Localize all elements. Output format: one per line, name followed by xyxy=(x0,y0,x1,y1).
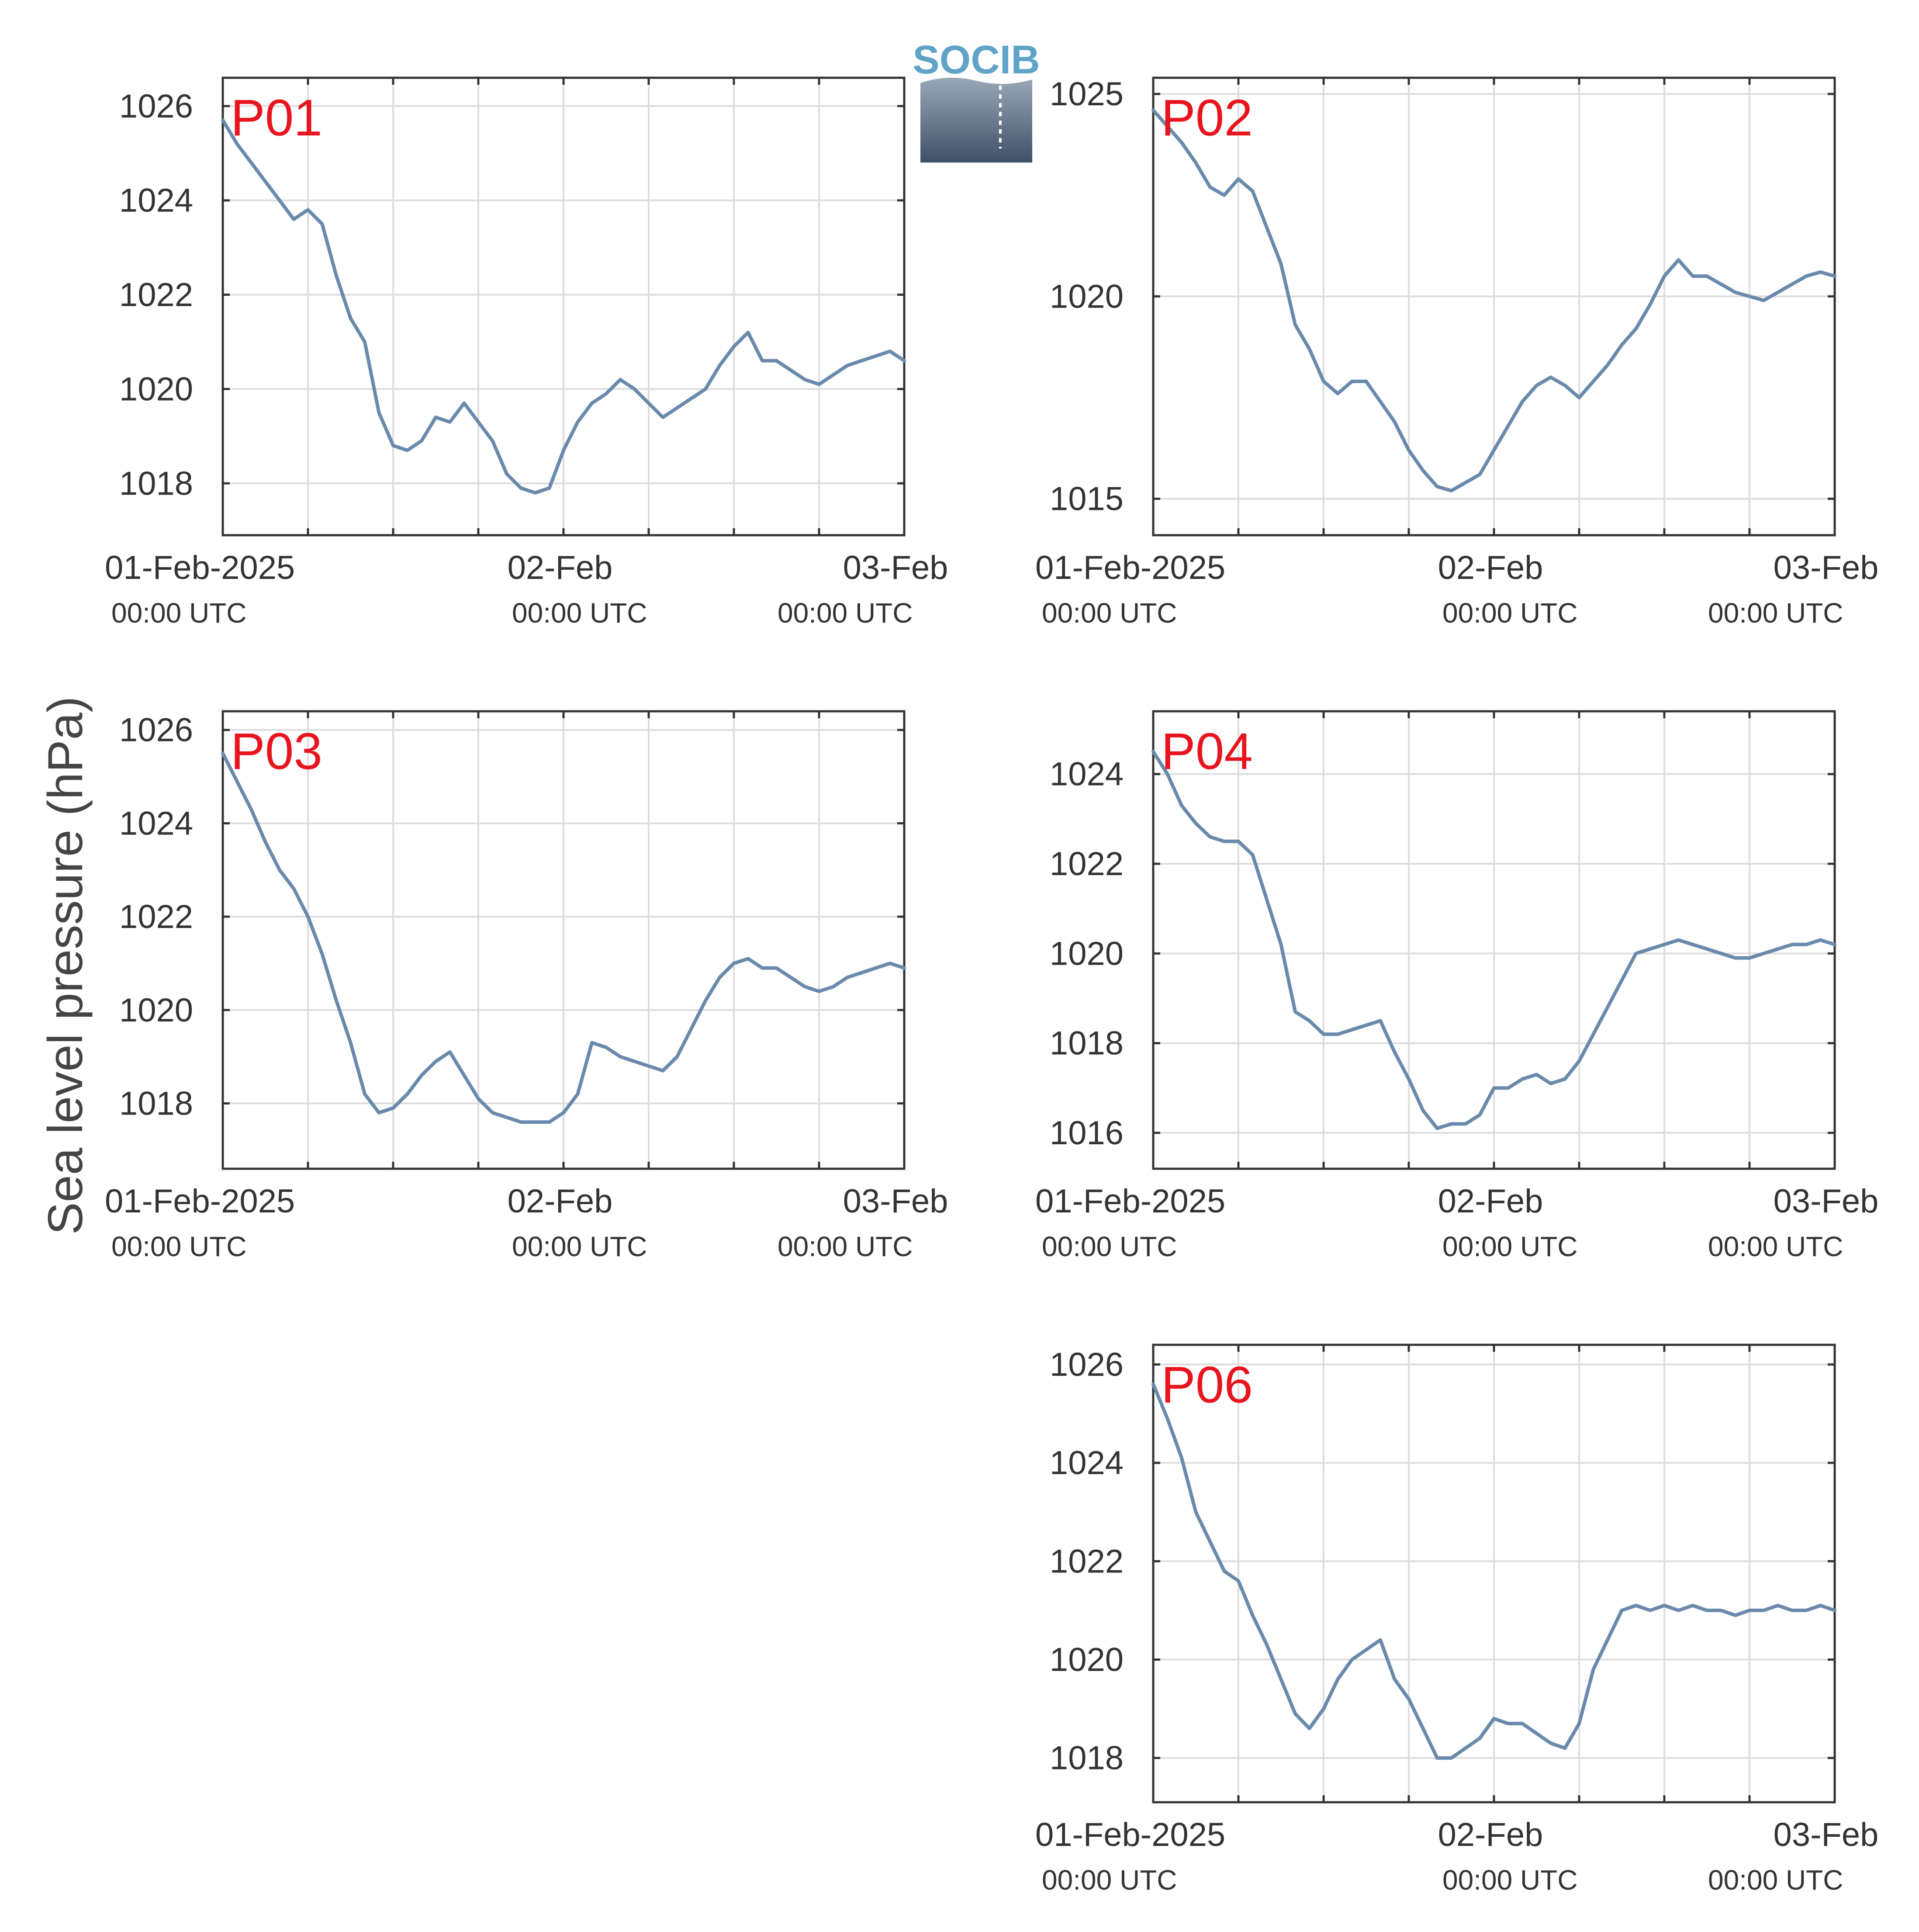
y-tick-label: 1018 xyxy=(119,1085,193,1122)
panel-label: P02 xyxy=(1161,89,1253,147)
x-tick-sublabel: 00:00 UTC xyxy=(111,597,246,629)
x-tick-sublabel: 00:00 UTC xyxy=(1708,1864,1843,1896)
x-tick-sublabel: 00:00 UTC xyxy=(512,1231,647,1262)
logo-wave xyxy=(920,77,1032,163)
y-tick-label: 1026 xyxy=(119,88,193,125)
chart-panel-p01: 1018 1020 1022 1024 1026 01-Feb-2025 00:00 UTC… xyxy=(105,76,948,629)
y-tick-label: 1020 xyxy=(1050,278,1124,315)
logo-text: SOCIB xyxy=(913,38,1040,82)
y-tick-label: 1024 xyxy=(119,805,193,842)
y-tick-label: 1016 xyxy=(1050,1115,1124,1152)
x-tick-label: 01-Feb-2025 xyxy=(1035,549,1225,586)
x-tick-sublabel: 00:00 UTC xyxy=(1442,1864,1577,1896)
x-tick-label: 02-Feb xyxy=(508,549,613,586)
x-tick-sublabel: 00:00 UTC xyxy=(778,597,913,629)
socib-logo xyxy=(920,77,1032,163)
series-line-p03 xyxy=(221,751,906,1124)
x-tick-label: 03-Feb xyxy=(1774,1183,1879,1220)
y-axis-label: Sea level pressure (hPa) xyxy=(38,696,93,1235)
panel-label: P03 xyxy=(231,723,322,780)
x-tick-sublabel: 00:00 UTC xyxy=(1442,1231,1577,1262)
x-tick-label: 03-Feb xyxy=(1774,1816,1879,1853)
series-line-p04 xyxy=(1151,750,1836,1130)
y-tick-label: 1022 xyxy=(119,898,193,935)
y-tick-label: 1018 xyxy=(1050,1025,1124,1062)
y-tick-label: 1018 xyxy=(1050,1740,1124,1777)
x-tick-label: 03-Feb xyxy=(843,549,948,586)
y-tick-label: 1024 xyxy=(119,182,193,219)
panel-label: P06 xyxy=(1161,1356,1253,1414)
panel-label: P04 xyxy=(1161,723,1253,780)
y-tick-label: 1020 xyxy=(119,992,193,1029)
y-tick-label: 1022 xyxy=(1050,845,1124,883)
y-tick-label: 1020 xyxy=(1050,1641,1124,1679)
x-tick-label: 01-Feb-2025 xyxy=(1035,1183,1225,1220)
x-tick-label: 03-Feb xyxy=(843,1183,948,1220)
y-tick-label: 1025 xyxy=(1050,76,1124,113)
x-tick-sublabel: 00:00 UTC xyxy=(1708,597,1843,629)
series-line-p06 xyxy=(1151,1382,1836,1760)
y-tick-label: 1020 xyxy=(119,370,193,408)
x-tick-sublabel: 00:00 UTC xyxy=(1042,597,1177,629)
x-tick-label: 03-Feb xyxy=(1774,549,1879,586)
series-line-p02 xyxy=(1151,108,1836,493)
y-tick-label: 1024 xyxy=(1050,756,1124,793)
y-tick-label: 1022 xyxy=(1050,1543,1124,1580)
y-tick-label: 1026 xyxy=(1050,1346,1124,1383)
x-tick-sublabel: 00:00 UTC xyxy=(1442,597,1577,629)
x-tick-label: 02-Feb xyxy=(508,1183,613,1220)
y-tick-label: 1024 xyxy=(1050,1444,1124,1482)
x-tick-label: 02-Feb xyxy=(1438,1183,1543,1220)
x-tick-sublabel: 00:00 UTC xyxy=(111,1231,246,1262)
x-tick-sublabel: 00:00 UTC xyxy=(778,1231,913,1262)
x-tick-label: 01-Feb-2025 xyxy=(1035,1816,1225,1853)
panel-label: P01 xyxy=(231,89,322,147)
x-tick-sublabel: 00:00 UTC xyxy=(1042,1231,1177,1262)
x-tick-label: 02-Feb xyxy=(1438,549,1543,586)
x-tick-label: 01-Feb-2025 xyxy=(105,549,295,586)
x-tick-sublabel: 00:00 UTC xyxy=(512,597,647,629)
chart-panel-p06: 1018 1020 1022 1024 1026 01-Feb-2025 00:00 UTC… xyxy=(1035,1343,1879,1896)
x-tick-label: 01-Feb-2025 xyxy=(105,1183,295,1220)
y-tick-label: 1022 xyxy=(119,277,193,314)
x-tick-sublabel: 00:00 UTC xyxy=(1708,1231,1843,1262)
y-tick-label: 1026 xyxy=(119,712,193,749)
y-tick-label: 1020 xyxy=(1050,935,1124,972)
chart-panel-p03: 1018 1020 1022 1024 1026 01-Feb-2025 00:00 UTC… xyxy=(105,710,948,1262)
y-tick-label: 1015 xyxy=(1050,481,1124,518)
chart-panel-p04: 1016 1018 1020 1022 1024 01-Feb-2025 00:00 UTC… xyxy=(1035,710,1879,1262)
series-line-p01 xyxy=(221,118,906,495)
x-tick-label: 02-Feb xyxy=(1438,1816,1543,1853)
y-tick-label: 1018 xyxy=(119,465,193,502)
chart-panel-p02: 1015 1020 1025 01-Feb-2025 00:00 UTC 02-Feb 00… xyxy=(1035,76,1878,629)
x-tick-sublabel: 00:00 UTC xyxy=(1042,1864,1177,1896)
